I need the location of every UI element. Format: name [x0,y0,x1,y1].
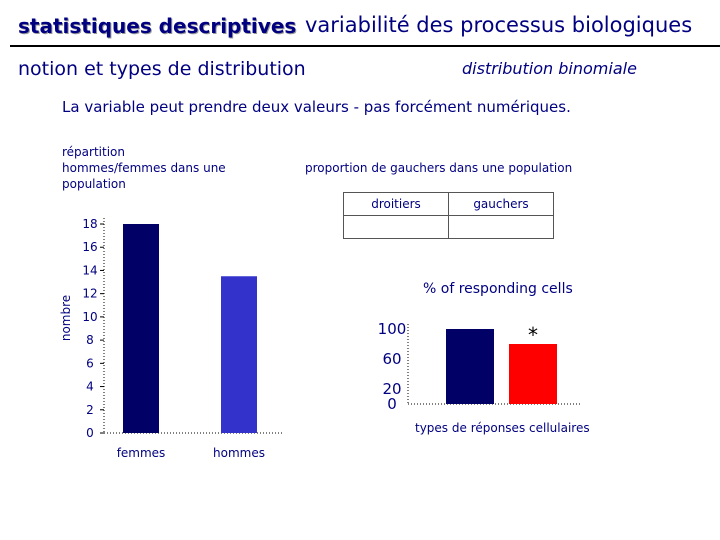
y-tick-label: 12 [82,287,97,301]
y-tick-label: 60 [382,350,401,368]
intro-text: La variable peut prendre deux valeurs - … [62,98,571,116]
y-tick-label: 0 [86,426,94,440]
y-tick-label: 2 [86,403,94,417]
header-divider [10,45,720,47]
x-tick-label: femmes [117,446,166,460]
distribution-label: distribution binomiale [462,59,637,78]
section-title: notion et types de distribution [18,58,306,80]
table-header-cell: droitiers [343,192,449,216]
handedness-table: droitiers gauchers [343,192,554,239]
y-tick-label: 18 [82,217,97,231]
proportion-caption: proportion de gauchers dans une populati… [305,161,573,175]
y-tick-label: 20 [382,380,401,398]
y-tick-label: 14 [82,263,97,277]
bar-hommes [221,276,257,433]
page-title: statistiques descriptives [18,14,297,38]
y-tick-label: 6 [86,356,94,370]
y-tick-label: 10 [82,310,97,324]
significance-annotation: * [528,323,538,347]
x-tick-label: hommes [213,446,265,460]
right-chart-title: % of responding cells [423,281,573,297]
bar-femmes [123,224,159,433]
page-subtitle: variabilité des processus biologiques [305,13,693,37]
y-axis-label: nombre [59,295,73,341]
y-tick-label: 8 [86,333,94,347]
y-tick-label: 100 [378,320,407,338]
left-chart-caption: répartition hommes/femmes dans une popul… [62,145,226,191]
bar-1 [446,329,494,404]
bar-2 [509,344,557,404]
right-chart-xlabel: types de réponses cellulaires [415,421,590,435]
table-cell [448,215,554,239]
table-row [343,215,554,239]
y-tick-label: 0 [387,395,397,413]
table-header-row: droitiers gauchers [343,192,554,216]
y-tick-label: 16 [82,240,97,254]
y-tick-label: 4 [86,380,94,394]
